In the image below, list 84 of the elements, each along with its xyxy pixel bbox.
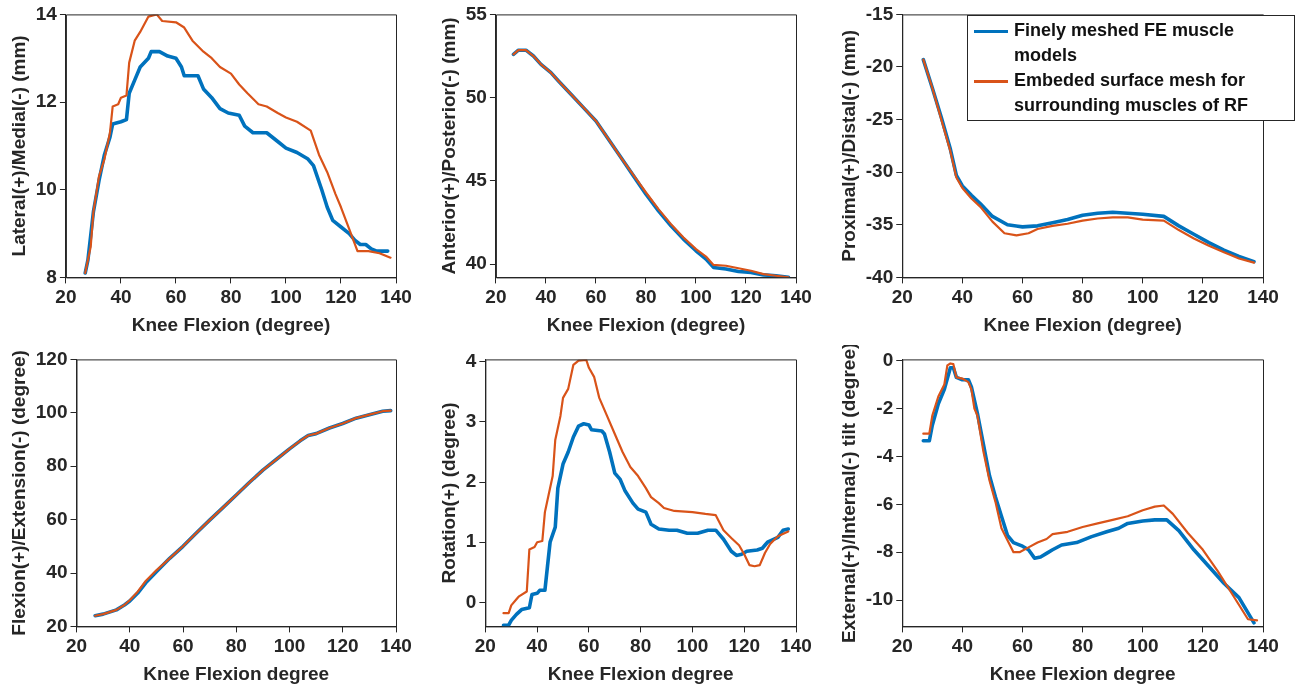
y-axis-title: Anterior(+)/Posterior(-) (mm)	[437, 17, 459, 275]
y-tick-label: 0	[882, 348, 894, 370]
x-tick-label: 80	[630, 635, 652, 657]
y-tick-label: 10	[35, 177, 57, 199]
y-tick-label: 120	[35, 347, 68, 369]
y-axis-title: Proximal(+)/Distal(-) (mm)	[837, 30, 859, 262]
x-tick-label: 120	[1187, 635, 1219, 657]
x-tick-label: 100	[1126, 286, 1159, 308]
x-tick-label: 120	[1187, 286, 1219, 308]
x-axis-title: Knee Flexion (degree)	[983, 313, 1182, 335]
y-tick-label: 1	[465, 530, 477, 552]
x-tick-label: 80	[635, 286, 657, 308]
y-tick-label: 4	[465, 350, 477, 372]
x-tick-label: 60	[1011, 635, 1034, 657]
x-tick-label: 20	[891, 635, 913, 657]
x-tick-label: 140	[1247, 286, 1279, 308]
x-tick-label: 80	[1072, 286, 1094, 308]
y-tick-label: 2	[465, 470, 477, 492]
y-tick-label: 14	[35, 2, 58, 24]
y-tick-label: -8	[876, 540, 894, 562]
x-tick-label: 140	[380, 286, 412, 308]
x-tick-label: 40	[110, 286, 132, 308]
x-tick-label: 120	[325, 286, 357, 308]
y-axis-title: Rotation(+) (degree)	[437, 402, 459, 584]
y-tick-label: 12	[35, 90, 57, 112]
legend-label: Finely meshed FE muscle models	[1014, 19, 1236, 68]
x-tick-label: 40	[951, 286, 973, 308]
x-tick-label: 140	[780, 286, 812, 308]
y-tick-label: -6	[876, 492, 894, 514]
y-tick-label: 0	[465, 590, 477, 612]
y-tick-label: -2	[876, 396, 894, 418]
x-tick-label: 40	[526, 635, 548, 657]
x-tick-label: 40	[951, 635, 973, 657]
y-tick-label: 3	[465, 410, 477, 432]
y-tick-label: 55	[465, 2, 488, 24]
x-tick-label: 120	[326, 635, 359, 657]
x-tick-label: 20	[485, 286, 507, 308]
x-axis-title: Knee Flexion (degree)	[546, 313, 746, 335]
x-tick-label: 140	[380, 635, 412, 657]
x-axis-title: Knee Flexion degree	[143, 662, 330, 684]
legend-label: Embeded surface mesh for surrounding muscles of RF	[1014, 69, 1250, 118]
x-tick-label: 100	[270, 286, 302, 308]
x-tick-label: 20	[65, 635, 88, 657]
y-tick-label: -25	[865, 107, 894, 129]
y-tick-label: 60	[46, 507, 68, 529]
y-tick-label: -10	[865, 588, 894, 610]
x-tick-label: 80	[225, 635, 247, 657]
x-axis-title: Knee Flexion degree	[989, 662, 1176, 684]
x-tick-label: 120	[728, 635, 761, 657]
x-tick-label: 40	[119, 635, 141, 657]
x-tick-label: 80	[1072, 635, 1094, 657]
y-tick-label: 40	[46, 561, 68, 583]
x-axis-title: Knee Flexion (degree)	[131, 313, 331, 335]
y-axis-title: Flexion(+)/Extension(-) (degree)	[7, 350, 29, 636]
x-tick-label: 120	[730, 286, 762, 308]
x-tick-label: 140	[780, 635, 812, 657]
x-tick-label: 40	[535, 286, 557, 308]
y-axis-title: Lateral(+)/Medial(-) (mm)	[7, 35, 29, 257]
x-tick-label: 20	[891, 286, 913, 308]
y-tick-label: -20	[865, 55, 894, 77]
y-tick-label: -4	[876, 444, 894, 466]
x-tick-label: 60	[165, 286, 187, 308]
y-tick-label: 50	[465, 85, 487, 107]
y-tick-label: -30	[865, 160, 894, 182]
y-tick-label: -35	[865, 213, 894, 235]
y-tick-label: 100	[35, 401, 68, 423]
y-tick-label: 45	[465, 169, 488, 191]
y-tick-label: 40	[465, 252, 487, 274]
x-tick-label: 60	[1011, 286, 1034, 308]
y-tick-label: 8	[46, 265, 57, 287]
x-tick-label: 60	[172, 635, 194, 657]
x-axis-title: Knee Flexion degree	[547, 662, 734, 684]
x-tick-label: 140	[1247, 635, 1279, 657]
x-tick-label: 80	[220, 286, 242, 308]
x-tick-label: 100	[273, 635, 306, 657]
y-tick-label: -15	[865, 2, 894, 24]
x-tick-label: 100	[680, 286, 712, 308]
x-tick-label: 100	[676, 635, 709, 657]
y-tick-label: -40	[865, 265, 894, 287]
y-tick-label: 20	[46, 614, 68, 636]
x-tick-label: 100	[1126, 635, 1159, 657]
y-tick-label: 80	[46, 454, 68, 476]
x-tick-label: 60	[585, 286, 607, 308]
x-tick-label: 60	[578, 635, 600, 657]
